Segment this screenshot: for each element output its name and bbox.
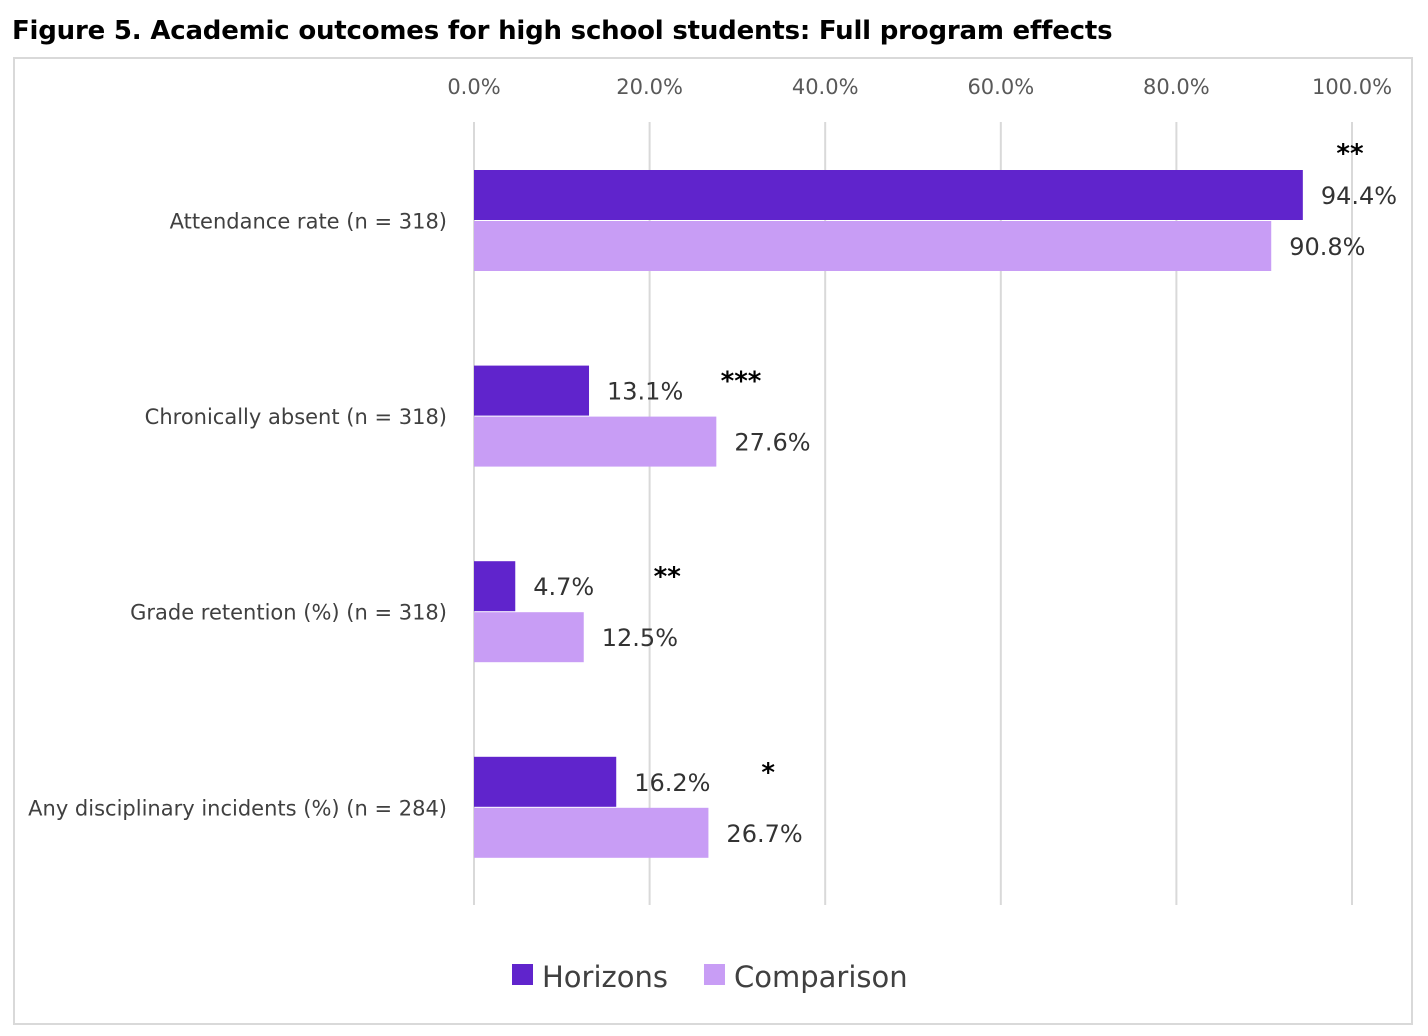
legend-swatch-horizons <box>512 964 533 985</box>
legend-label-horizons: Horizons <box>542 960 668 994</box>
data-label: 27.6% <box>734 429 810 457</box>
chart-frame <box>13 57 1413 1025</box>
significance-marker: ** <box>1336 139 1364 169</box>
bar-comparison <box>474 612 584 663</box>
x-tick-label: 100.0% <box>1312 75 1392 99</box>
category-label: Attendance rate (n = 318) <box>170 210 447 234</box>
category-label: Any disciplinary incidents (%) (n = 284) <box>28 796 447 820</box>
x-tick-label: 80.0% <box>1143 75 1210 99</box>
data-label: 16.2% <box>634 769 710 797</box>
bar-horizons <box>474 756 617 807</box>
category-label: Chronically absent (n = 318) <box>145 405 447 429</box>
significance-marker: ** <box>654 562 682 592</box>
legend-label-comparison: Comparison <box>734 960 908 994</box>
bar-comparison <box>474 416 717 467</box>
bar-horizons <box>474 365 590 416</box>
bar-comparison <box>474 807 709 858</box>
x-tick-label: 40.0% <box>792 75 859 99</box>
category-label: Grade retention (%) (n = 318) <box>130 601 447 625</box>
data-label: 90.8% <box>1289 233 1365 261</box>
x-tick-label: 0.0% <box>447 75 500 99</box>
legend-swatch-comparison <box>703 964 725 985</box>
x-tick-label: 60.0% <box>967 75 1034 99</box>
significance-marker: *** <box>721 367 762 397</box>
bar-horizons <box>474 170 1303 220</box>
data-label: 13.1% <box>607 378 683 406</box>
significance-marker: * <box>761 758 775 788</box>
data-label: 26.7% <box>726 820 802 848</box>
data-label: 94.4% <box>1321 182 1397 210</box>
data-label: 4.7% <box>533 573 594 601</box>
bar-horizons <box>474 561 516 612</box>
bar-comparison <box>474 221 1272 271</box>
chart-title: Figure 5. Academic outcomes for high sch… <box>12 16 1113 46</box>
x-tick-label: 20.0% <box>616 75 683 99</box>
data-label: 12.5% <box>602 624 678 652</box>
